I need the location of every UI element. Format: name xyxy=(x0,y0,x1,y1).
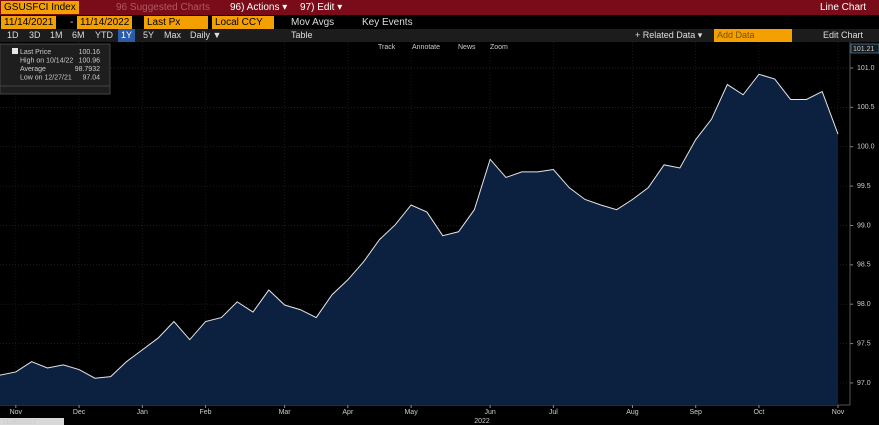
x-tick-label: Oct xyxy=(753,409,764,416)
range[interactable]: 1D xyxy=(7,30,19,40)
x-axis-label: 2022 xyxy=(474,418,490,425)
date-tag-bg xyxy=(0,418,64,425)
range[interactable]: 5Y xyxy=(143,30,155,40)
range[interactable]: 6M xyxy=(72,30,85,40)
x-tick-label: Aug xyxy=(626,409,639,416)
chart-tool[interactable]: News xyxy=(458,44,476,51)
ticker-field[interactable]: GSUSFCI Index xyxy=(1,1,79,14)
chart-tool[interactable]: Annotate xyxy=(412,44,440,51)
x-tick-label: Mar xyxy=(279,409,292,416)
y-tick-label: 99.0 xyxy=(857,222,871,229)
legend-label: Last Price xyxy=(20,49,51,56)
chart-tool[interactable]: Track xyxy=(378,44,396,51)
actions-menu[interactable]: 96) Actions ▾ xyxy=(230,2,288,13)
x-tick-label: Sep xyxy=(689,409,702,416)
y-tick-label: 97.0 xyxy=(857,380,871,387)
y-tick-label: 100.0 xyxy=(857,144,875,151)
y-tick-label: 99.5 xyxy=(857,183,871,190)
legend-label: Low on 12/27/21 xyxy=(20,74,72,81)
x-tick-label: Nov xyxy=(832,409,845,416)
date-tag: 11/30/2021 xyxy=(2,419,37,425)
range-selected[interactable]: 1Y xyxy=(118,29,136,42)
x-tick-label: Jul xyxy=(549,409,558,416)
legend-value: 97.04 xyxy=(82,74,100,81)
x-tick-label: May xyxy=(404,409,418,416)
date-separator: - xyxy=(70,17,74,28)
price-tag-bg xyxy=(850,43,879,54)
legend-swatch xyxy=(12,48,18,54)
x-tick-label: Dec xyxy=(73,409,86,416)
table-button[interactable]: Table xyxy=(291,30,313,40)
frequency[interactable]: Daily ▼ xyxy=(190,30,222,40)
view-name: Line Chart xyxy=(820,2,867,13)
edit-chart[interactable]: Edit Chart xyxy=(823,30,864,40)
y-tick-label: 101.0 xyxy=(857,65,875,72)
x-tick-label: Jan xyxy=(137,409,148,416)
y-tick-label: 98.5 xyxy=(857,262,871,269)
x-tick-label: Nov xyxy=(10,409,23,416)
field-select[interactable]: Last Px xyxy=(144,16,208,29)
legend-label: Average xyxy=(20,66,46,73)
start-date[interactable]: 11/14/2021 xyxy=(1,16,57,29)
edit-menu[interactable]: 97) Edit ▾ xyxy=(300,2,343,13)
controls-bar: 11/14/2021 - 11/14/2022 Last Px Local CC… xyxy=(0,15,879,29)
range-bar: 1D 3D 1M 6M YTD 1Y 5Y Max Daily ▼ Table … xyxy=(0,29,879,42)
y-tick-label: 98.0 xyxy=(857,301,871,308)
y-tick-label: 100.5 xyxy=(857,104,875,111)
y-tick-label: 97.5 xyxy=(857,340,871,347)
x-tick-label: Apr xyxy=(342,409,354,416)
chart-tool[interactable]: Zoom xyxy=(490,44,508,51)
area-fill xyxy=(0,74,838,405)
price-line xyxy=(0,73,839,379)
legend-value: 98.7932 xyxy=(75,66,100,73)
range[interactable]: 1M xyxy=(50,30,63,40)
x-tick-label: Feb xyxy=(200,409,212,416)
mov-avgs[interactable]: Mov Avgs xyxy=(291,17,335,28)
range[interactable]: YTD xyxy=(95,30,113,40)
key-events[interactable]: Key Events xyxy=(362,17,413,28)
suggested-charts[interactable]: 96 Suggested Charts xyxy=(116,2,210,13)
legend-value: 100.16 xyxy=(79,49,101,56)
end-date[interactable]: 11/14/2022 xyxy=(77,16,133,29)
price-tag: 101.21 xyxy=(853,46,875,53)
currency-select[interactable]: Local CCY xyxy=(212,16,274,29)
x-tick-label: Jun xyxy=(485,409,496,416)
range[interactable]: 3D xyxy=(29,30,41,40)
legend-value: 100.96 xyxy=(79,57,101,64)
related-data[interactable]: + Related Data ▾ xyxy=(635,30,703,40)
range[interactable]: Max xyxy=(164,30,182,40)
title-bar: GSUSFCI Index 96 Suggested Charts 96) Ac… xyxy=(0,0,879,15)
add-data[interactable]: Add Data xyxy=(714,29,792,42)
legend-label: High on 10/14/22 xyxy=(20,57,73,64)
